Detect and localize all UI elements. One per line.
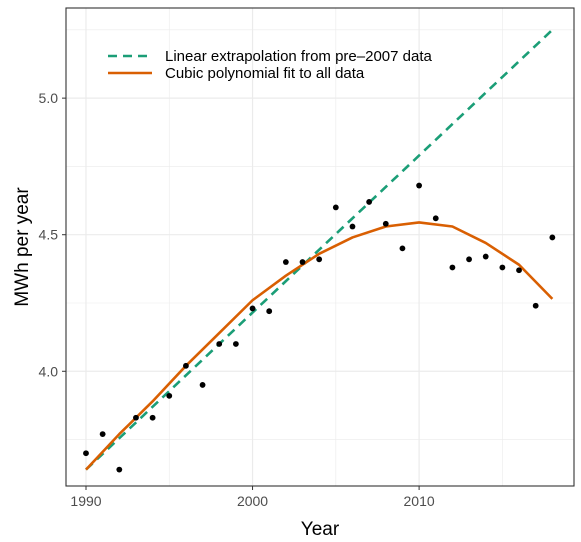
y-axis-title: MWh per year <box>12 187 33 307</box>
data-point <box>99 431 106 438</box>
y-tick-label: 4.5 <box>39 227 59 243</box>
legend-label: Cubic polynomial fit to all data <box>165 65 365 82</box>
x-tick-label: 1990 <box>70 493 101 509</box>
data-point <box>416 182 423 189</box>
data-point <box>332 204 339 211</box>
data-point <box>432 215 439 222</box>
data-point <box>299 259 306 265</box>
linear-extrapolation-line <box>85 28 554 471</box>
data-point <box>83 450 89 457</box>
data-point <box>199 382 206 388</box>
data-point <box>466 256 472 263</box>
legend: Linear extrapolation from pre–2007 dataC… <box>108 48 433 82</box>
plot-border <box>65 7 575 487</box>
legend-label: Linear extrapolation from pre–2007 data <box>165 48 433 65</box>
data-point <box>549 234 556 241</box>
data-point <box>149 414 156 421</box>
y-tick-label: 4.0 <box>39 363 59 379</box>
data-point <box>316 256 323 263</box>
x-tick-label: 2010 <box>404 493 435 509</box>
y-tick-label: 5.0 <box>39 90 59 106</box>
data-point <box>366 199 373 205</box>
axes: 1990 2000 2010 4.0 4.5 5.0 <box>39 90 435 509</box>
data-points <box>83 182 556 473</box>
data-point <box>166 392 173 399</box>
x-axis-title: Year <box>301 519 340 540</box>
data-point <box>216 341 223 347</box>
grid <box>66 8 574 486</box>
data-point <box>116 466 123 473</box>
data-point <box>249 305 256 312</box>
data-point <box>482 253 489 260</box>
data-point <box>183 362 189 369</box>
data-point <box>232 341 239 347</box>
data-point <box>516 267 522 274</box>
data-point <box>532 302 539 309</box>
data-point <box>382 220 389 227</box>
data-point <box>349 223 356 230</box>
data-point <box>266 308 273 315</box>
series-lines <box>85 28 554 471</box>
data-point <box>282 259 289 265</box>
data-point <box>499 264 506 271</box>
cubic-fit-line <box>85 221 554 471</box>
x-tick-label: 2000 <box>237 493 268 509</box>
data-point <box>449 264 456 271</box>
data-point <box>399 245 406 252</box>
data-point <box>133 414 139 421</box>
